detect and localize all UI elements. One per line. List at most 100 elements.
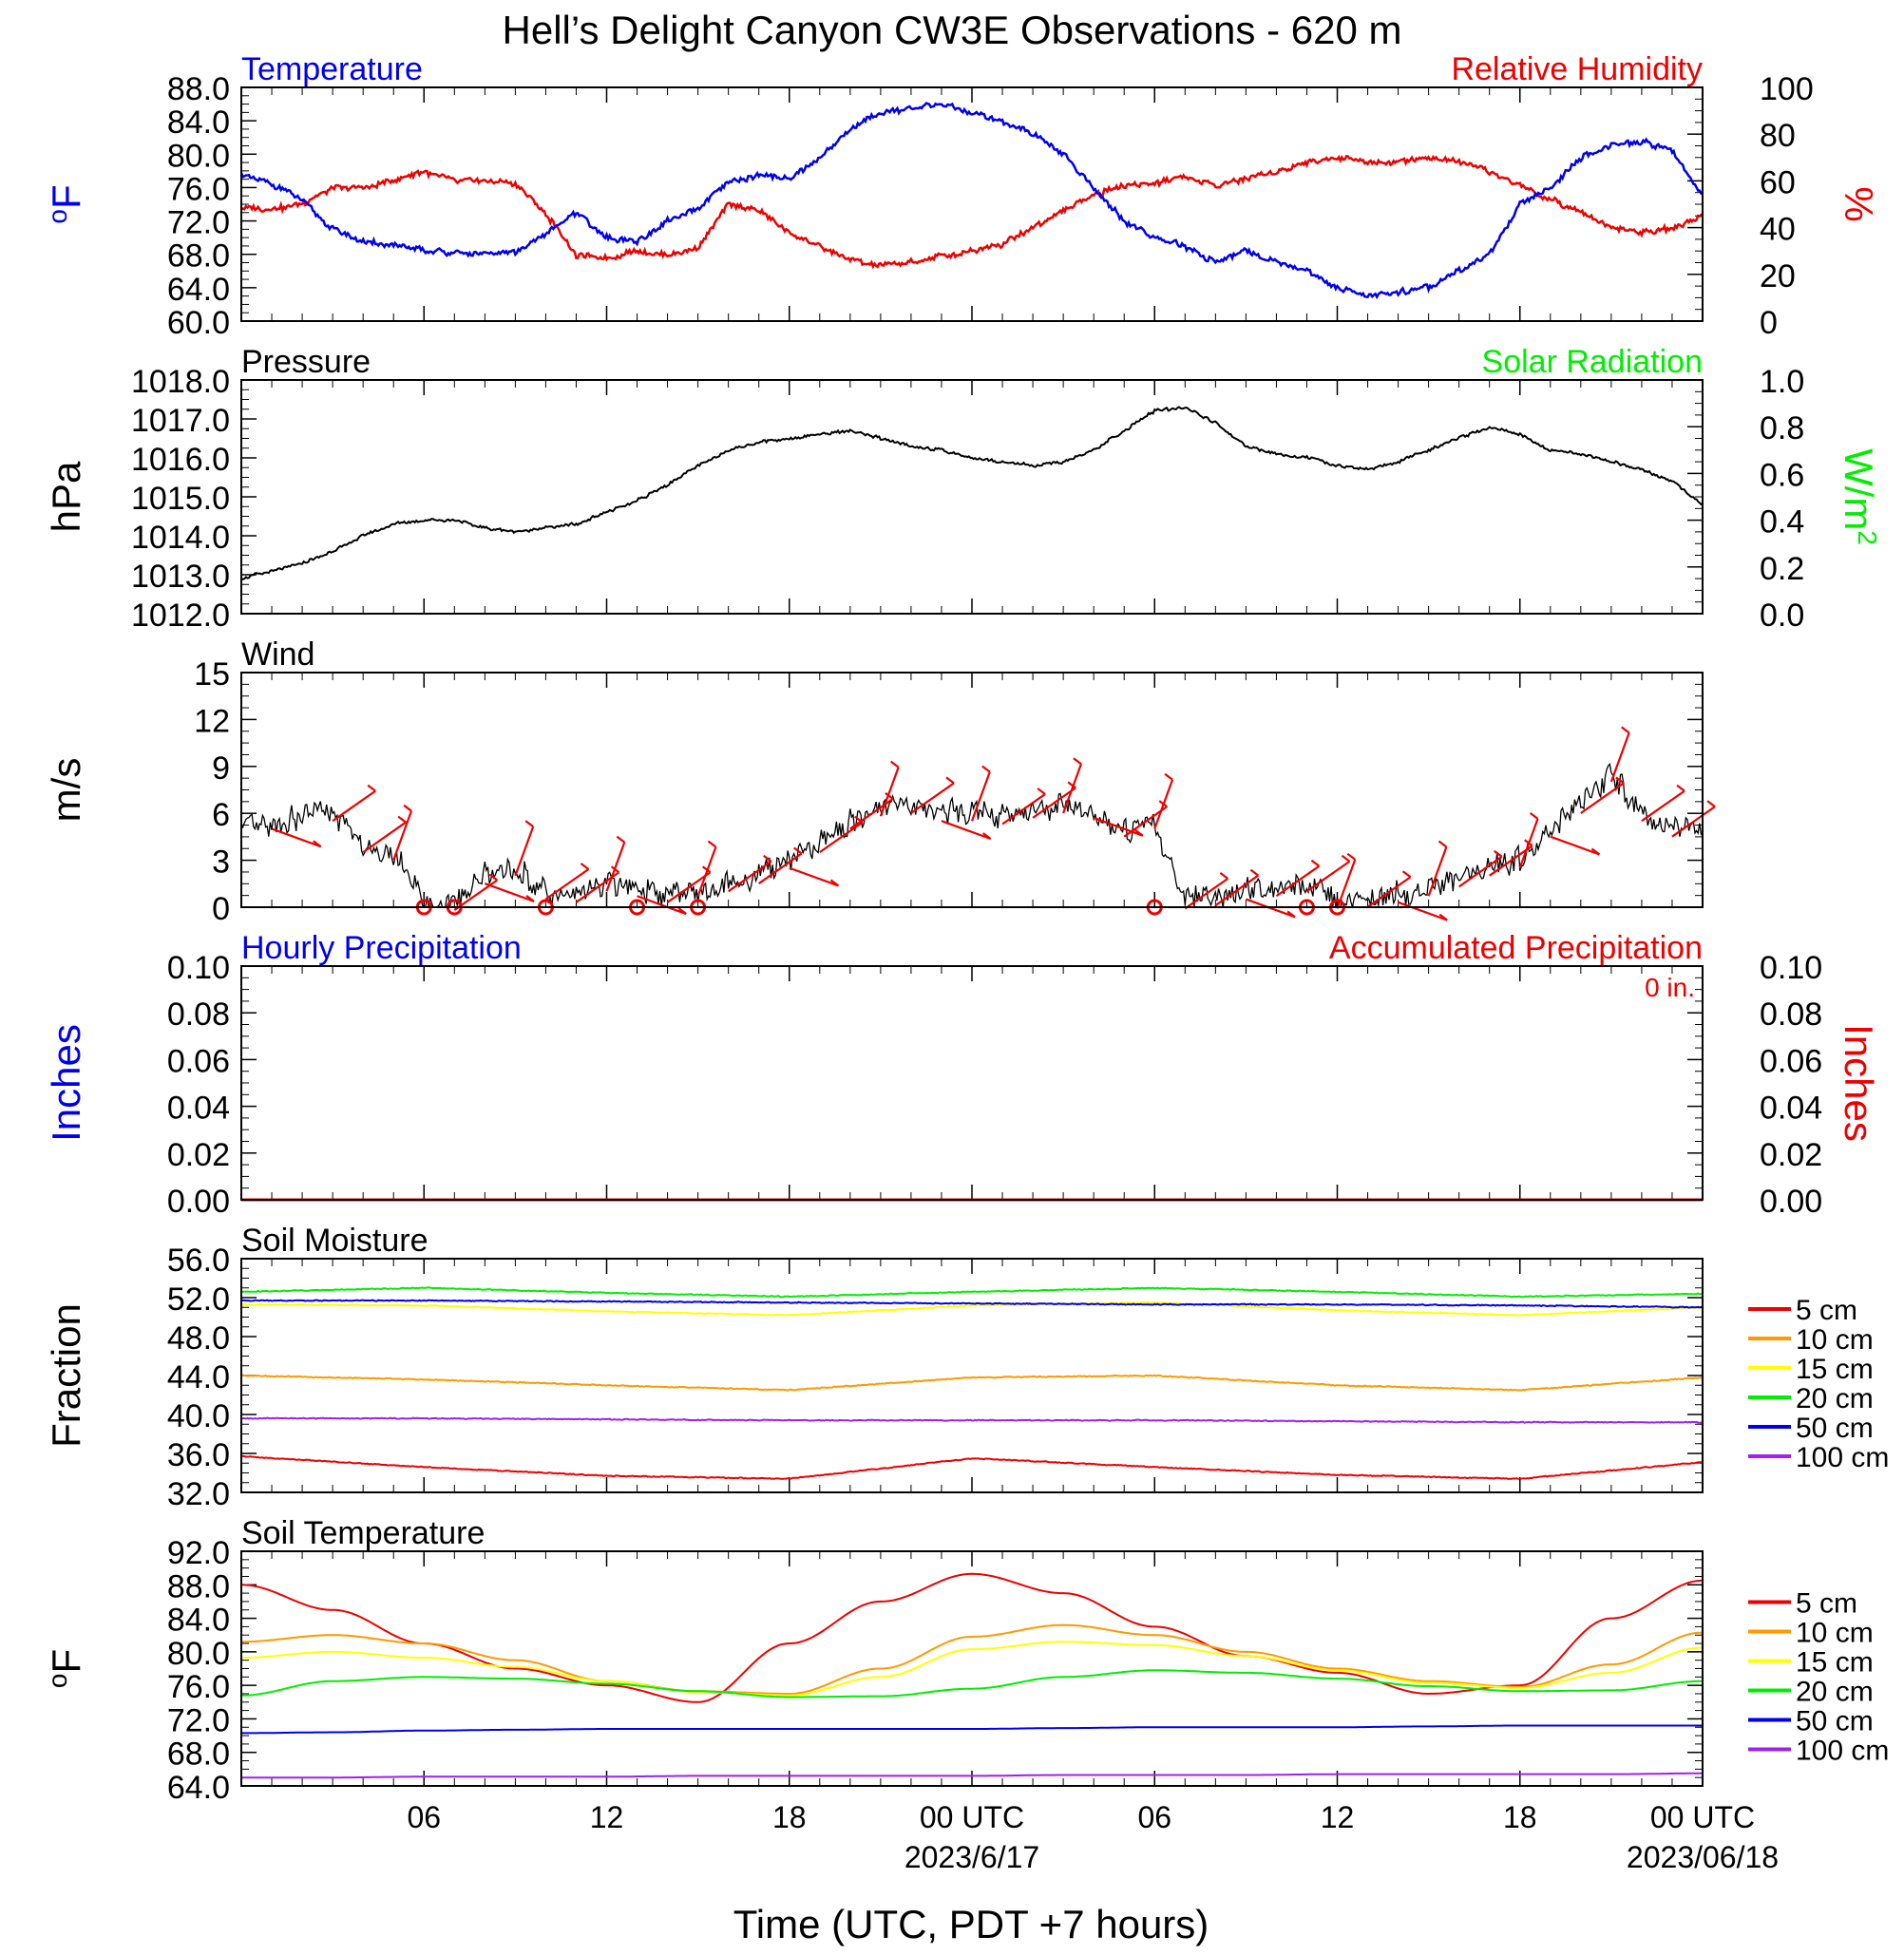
figure-title: Hell’s Delight Canyon CW3E Observations … bbox=[503, 8, 1402, 52]
wind-barb-flag bbox=[403, 804, 412, 812]
wind-barb-staff bbox=[1609, 731, 1630, 783]
wind-barb-flag bbox=[981, 765, 991, 773]
wind-barb-flag bbox=[677, 907, 687, 915]
panel-frame bbox=[240, 86, 1704, 322]
legend-label: 15 cm bbox=[1796, 1647, 1874, 1679]
y-tick-label-left: 40.0 bbox=[167, 1398, 230, 1434]
y-tick-label-left: 76.0 bbox=[167, 171, 230, 207]
y-tick-label-right: 0.2 bbox=[1760, 551, 1804, 587]
wind-barb-staff bbox=[1093, 816, 1144, 837]
y-tick-label-left: 76.0 bbox=[167, 1669, 230, 1705]
series-line-50-cm bbox=[240, 1299, 1704, 1309]
wind-barb-flag bbox=[1494, 849, 1503, 858]
wind-barb bbox=[728, 854, 772, 893]
series-line-relative-humidity bbox=[240, 154, 1704, 270]
panel-2: 0 3 6 9 12 15 Wind m/s bbox=[44, 636, 1716, 927]
y-axis-label-left: Inches bbox=[44, 1024, 88, 1142]
y-tick-label-left: 0.06 bbox=[167, 1043, 230, 1079]
y-tick-label-right: 0.06 bbox=[1760, 1043, 1822, 1079]
wind-barb bbox=[1427, 840, 1448, 897]
y-tick-label-left: 0.08 bbox=[167, 996, 230, 1033]
panel-title-left: Pressure bbox=[241, 344, 371, 380]
wind-barb-flag bbox=[367, 784, 376, 792]
legend-label: 50 cm bbox=[1796, 1413, 1874, 1444]
panel-title-left: Soil Moisture bbox=[241, 1223, 428, 1259]
wind-barb-staff bbox=[1458, 855, 1503, 888]
y-tick-label-left: 0.00 bbox=[167, 1184, 230, 1220]
wind-barb-flag bbox=[580, 863, 590, 870]
y-axis-label-left: oF bbox=[43, 1649, 88, 1688]
wind-barb bbox=[392, 804, 413, 861]
wind-barb-flag bbox=[1529, 812, 1539, 820]
y-tick-label-right: 0.6 bbox=[1760, 457, 1804, 493]
y-tick-label-left: 52.0 bbox=[167, 1281, 230, 1318]
wind-barb-staff bbox=[879, 767, 900, 817]
wind-barb bbox=[362, 815, 407, 854]
wind-barb-staff bbox=[332, 789, 376, 823]
wind-barb-staff bbox=[1427, 846, 1448, 897]
wind-barb bbox=[1305, 854, 1351, 893]
wind-barb bbox=[1641, 784, 1685, 823]
wind-barb-flag bbox=[1037, 788, 1046, 795]
panel-4: 32.036.040.044.048.052.056.0 Soil Moistur… bbox=[44, 1223, 1889, 1512]
y-tick-label-left: 64.0 bbox=[167, 1770, 230, 1806]
y-axis-label-right: W/m2 bbox=[1837, 448, 1882, 545]
wind-barb bbox=[332, 784, 376, 823]
y-tick-label-right: 40 bbox=[1760, 212, 1796, 248]
wind-barb-flag bbox=[890, 760, 900, 769]
series-line-pressure bbox=[240, 406, 1704, 581]
legend-label: 20 cm bbox=[1796, 1677, 1874, 1708]
wind-barb-flag bbox=[1073, 757, 1082, 766]
y-tick-label-left: 3 bbox=[212, 845, 230, 881]
legend-label: 100 cm bbox=[1796, 1442, 1889, 1473]
y-tick-label-left: 1013.0 bbox=[131, 559, 230, 595]
x-tick-label: 00 UTC bbox=[920, 1800, 1024, 1834]
wind-barb-staff bbox=[666, 871, 712, 903]
y-tick-label-right: 0.4 bbox=[1760, 504, 1804, 541]
x-tick-label: 00 UTC bbox=[1650, 1800, 1755, 1834]
y-tick-label-left: 84.0 bbox=[167, 1603, 230, 1639]
y-tick-label-left: 1015.0 bbox=[131, 481, 230, 517]
y-axis-label-left: m/s bbox=[44, 758, 88, 823]
y-tick-label-left: 80.0 bbox=[167, 138, 230, 174]
legend-label: 5 cm bbox=[1796, 1588, 1857, 1620]
y-tick-label-right: 1.0 bbox=[1760, 364, 1804, 400]
wind-barb-staff bbox=[1641, 789, 1685, 823]
wind-barb-flag bbox=[1621, 726, 1630, 734]
panel-title-left: Soil Temperature bbox=[241, 1515, 485, 1551]
wind-barb-flag bbox=[524, 820, 534, 828]
wind-barb bbox=[1062, 757, 1082, 814]
y-tick-label-right: 0.0 bbox=[1760, 598, 1804, 634]
wind-barb-flag bbox=[1438, 840, 1448, 848]
series-line-5-cm bbox=[240, 1572, 1704, 1703]
wind-barb-flag bbox=[1067, 781, 1076, 789]
wind-barb-flag bbox=[1676, 784, 1685, 792]
accumulated-total: 0 in. bbox=[1645, 973, 1695, 1002]
wind-barb bbox=[1580, 776, 1625, 814]
wind-barb-staff bbox=[271, 827, 322, 848]
panel-frame bbox=[240, 965, 1704, 1201]
y-axis-label-left: Fraction bbox=[44, 1303, 88, 1448]
y-tick-label-left: 1016.0 bbox=[131, 442, 230, 478]
wind-barb-staff bbox=[910, 782, 955, 814]
wind-barb bbox=[696, 840, 717, 897]
wind-barb-flag bbox=[945, 776, 955, 785]
wind-barb bbox=[1609, 726, 1630, 783]
wind-barb bbox=[484, 883, 535, 902]
wind-barb-flag bbox=[707, 840, 717, 848]
y-tick-label-left: 60.0 bbox=[167, 305, 230, 341]
y-tick-label-left: 0.02 bbox=[167, 1137, 230, 1173]
y-tick-label-left: 92.0 bbox=[167, 1535, 230, 1571]
panel-title-left: Temperature bbox=[241, 51, 423, 87]
y-tick-label-left: 84.0 bbox=[167, 104, 230, 141]
wind-barb bbox=[514, 820, 535, 877]
y-tick-label-left: 0 bbox=[212, 891, 230, 927]
y-tick-label-left: 72.0 bbox=[167, 205, 230, 241]
wind-barb bbox=[879, 760, 900, 817]
wind-barb-staff bbox=[1153, 779, 1174, 829]
x-tick-label: 18 bbox=[1503, 1800, 1537, 1834]
wind-barb-staff bbox=[1305, 860, 1351, 893]
wind-barb-flag bbox=[1134, 828, 1144, 837]
series-line-wind-speed bbox=[240, 762, 1704, 909]
y-tick-label-right: 100 bbox=[1760, 71, 1814, 107]
